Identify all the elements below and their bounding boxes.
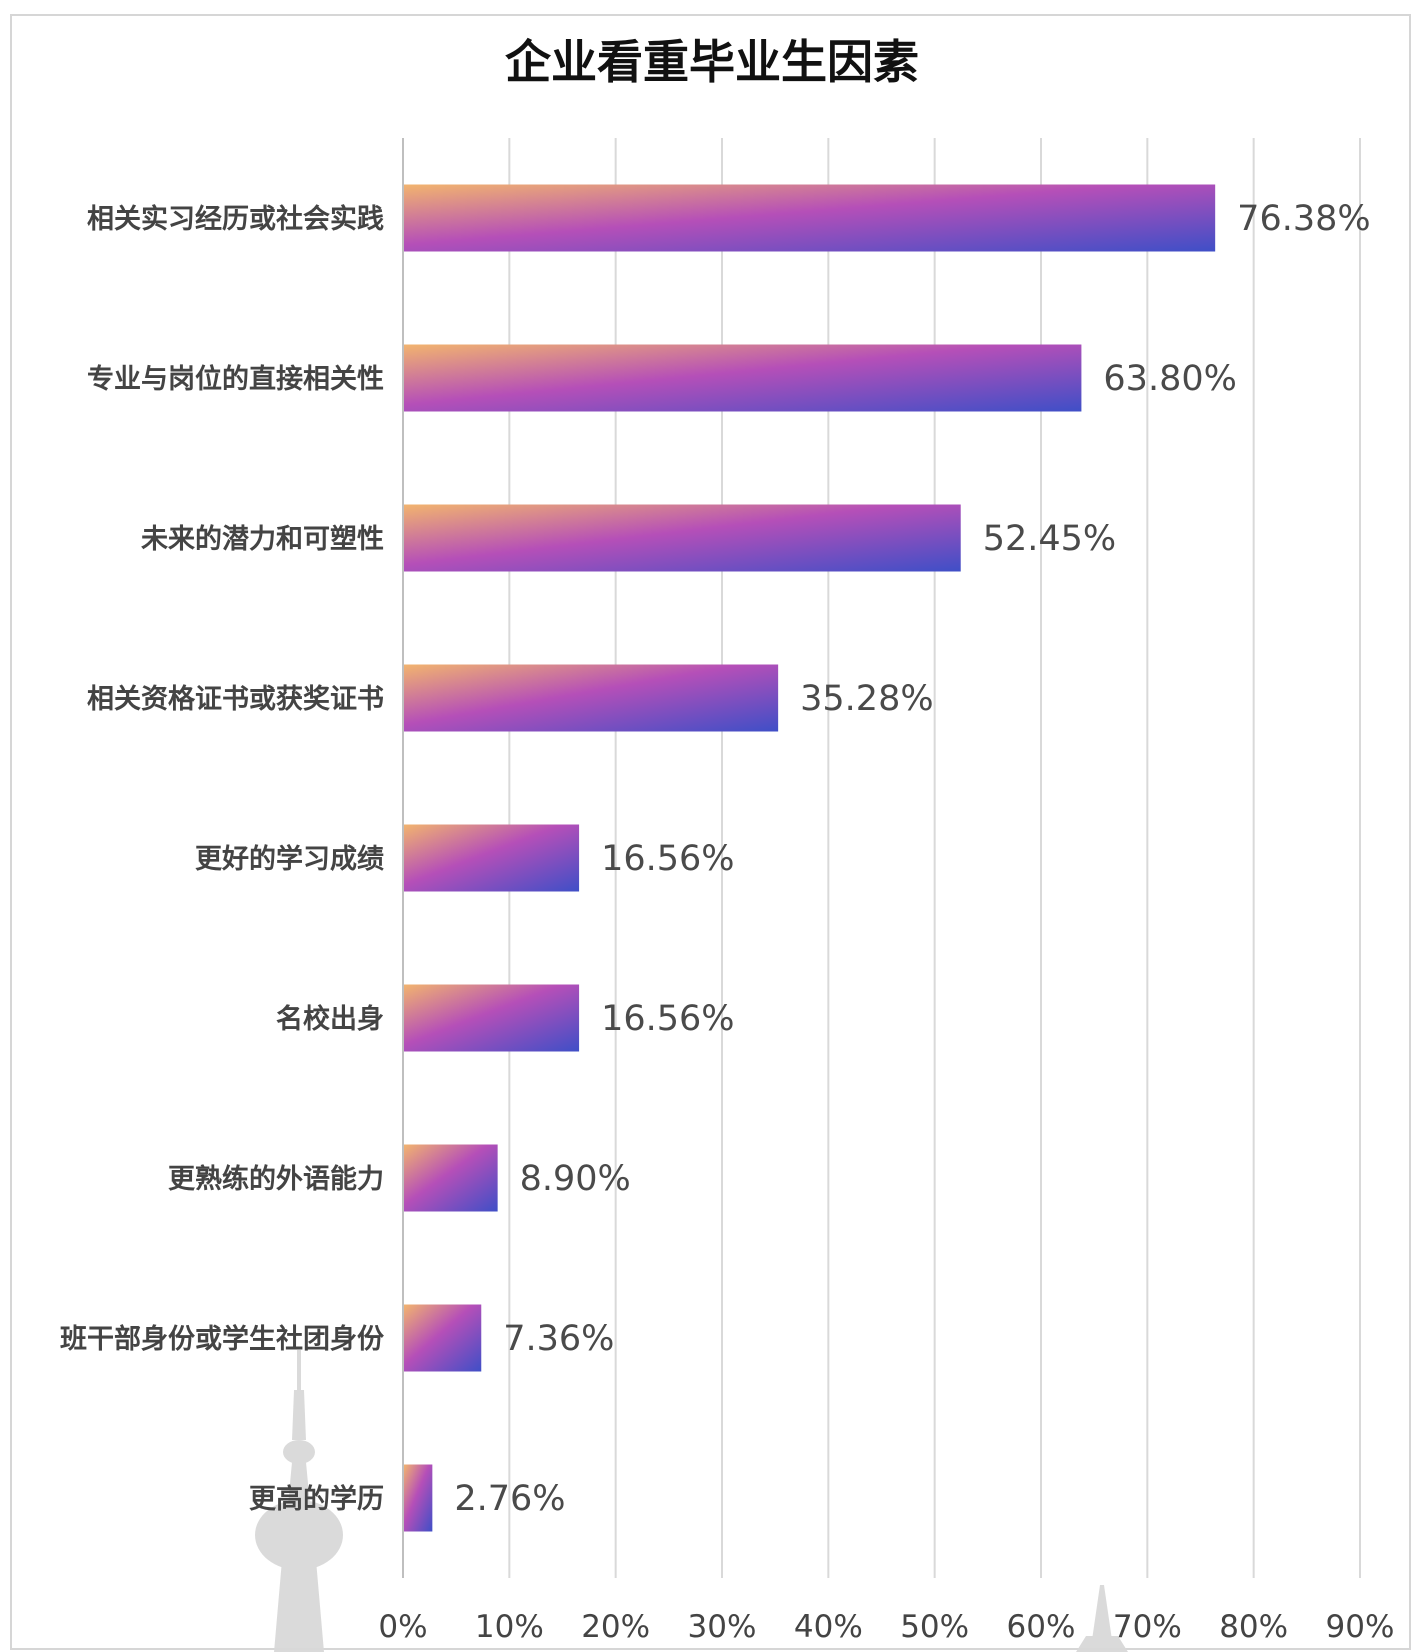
chart-title: 企业看重毕业生因素 <box>505 35 919 89</box>
value-label: 63.80% <box>1103 359 1236 399</box>
value-label: 76.38% <box>1237 199 1370 239</box>
value-label: 8.90% <box>520 1159 631 1199</box>
category-label: 班干部身份或学生社团身份 <box>60 1323 384 1355</box>
category-label: 名校出身 <box>276 1003 384 1035</box>
bar <box>404 824 580 892</box>
x-tick-label: 90% <box>1326 1609 1395 1645</box>
x-tick-label: 50% <box>900 1609 969 1645</box>
x-tick-label: 70% <box>1113 1609 1182 1645</box>
bar <box>404 1464 433 1532</box>
x-tick-label: 40% <box>794 1609 863 1645</box>
x-tick-label: 20% <box>581 1609 650 1645</box>
bar <box>404 1304 482 1372</box>
x-tick-label: 60% <box>1007 1609 1076 1645</box>
value-label: 2.76% <box>454 1479 565 1519</box>
bar <box>404 504 961 572</box>
x-tick-label: 80% <box>1219 1609 1288 1645</box>
category-label: 更好的学习成绩 <box>195 843 384 875</box>
category-label: 未来的潜力和可塑性 <box>141 523 384 555</box>
x-tick-label: 30% <box>688 1609 757 1645</box>
x-tick-label: 10% <box>475 1609 544 1645</box>
bar <box>404 184 1216 252</box>
category-label: 更高的学历 <box>249 1483 384 1515</box>
category-label: 专业与岗位的直接相关性 <box>87 363 384 395</box>
value-label: 16.56% <box>601 839 734 879</box>
value-label: 16.56% <box>601 999 734 1039</box>
labels: 0% 10% 20% 30% 40% 50% 60% 70% 80% 90% 相关实习经历或社会实践… <box>60 199 1394 1645</box>
category-label: 更熟练的外语能力 <box>168 1163 384 1195</box>
bar <box>404 984 580 1052</box>
bar <box>404 1144 498 1212</box>
value-label: 52.45% <box>983 519 1116 559</box>
bar <box>404 664 779 732</box>
x-tick-label: 0% <box>378 1609 427 1645</box>
value-label: 35.28% <box>800 679 933 719</box>
category-label: 相关资格证书或获奖证书 <box>87 683 384 715</box>
spire-watermark-icon <box>1076 1585 1128 1652</box>
bar <box>404 344 1082 412</box>
bars <box>404 184 1216 1532</box>
value-label: 7.36% <box>503 1319 614 1359</box>
chart-frame <box>10 14 1411 1650</box>
category-label: 相关实习经历或社会实践 <box>87 203 384 235</box>
tower-watermark-icon <box>255 1350 343 1652</box>
